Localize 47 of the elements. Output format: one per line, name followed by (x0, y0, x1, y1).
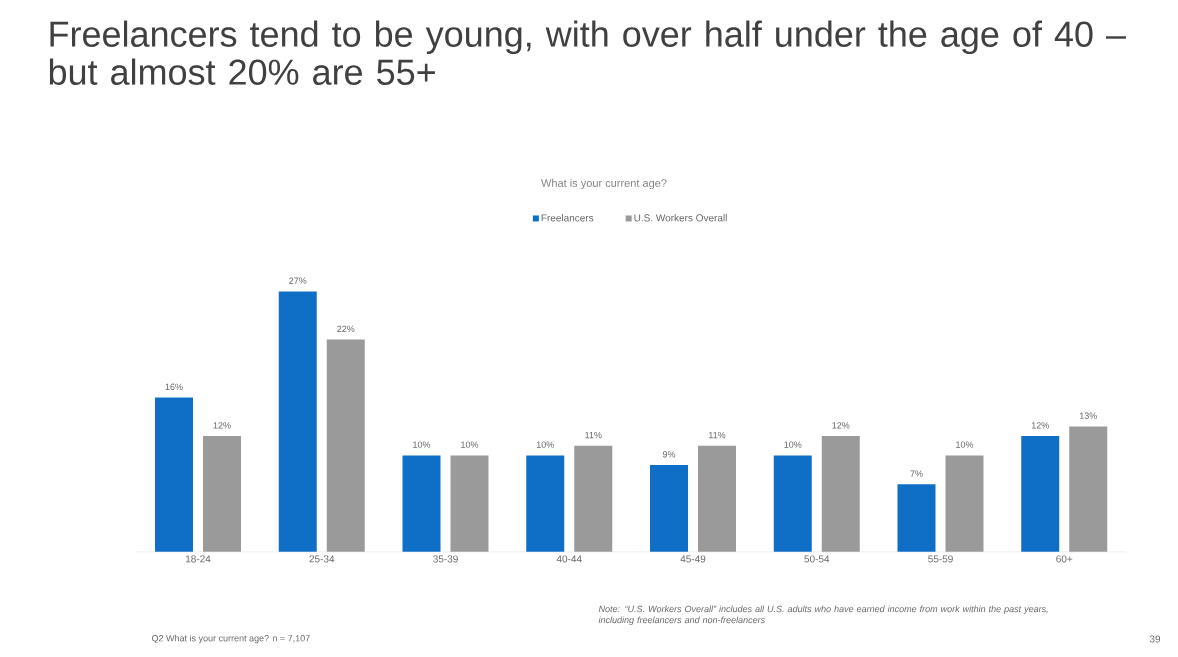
data-label: 16% (165, 383, 183, 390)
bar (698, 445, 736, 552)
data-label: 7% (910, 470, 923, 477)
text: 39 (1149, 635, 1161, 643)
bar (278, 291, 317, 552)
bar (326, 339, 365, 552)
x-tick-label: 45-49 (680, 555, 706, 563)
bar (574, 445, 613, 552)
data-label: 10% (461, 441, 479, 448)
x-tick-label: 18-24 (185, 555, 211, 563)
bar (203, 436, 241, 552)
x-tick-label: 25-34 (309, 555, 335, 563)
bar (897, 484, 936, 552)
data-label: 10% (413, 441, 431, 448)
legend-label: Freelancers (541, 214, 594, 222)
data-label: 10% (956, 441, 974, 448)
bar (402, 455, 441, 552)
bar (650, 465, 688, 552)
bar (821, 436, 860, 552)
x-tick-label: 60+ (1056, 555, 1073, 563)
bar (945, 455, 984, 552)
bar (450, 455, 489, 552)
legend-label: U.S. Workers Overall (634, 214, 727, 222)
bar (526, 455, 565, 552)
bar (155, 397, 193, 552)
data-label: 12% (832, 422, 850, 429)
text: Q2 What is your current age? n = 7,107 (151, 634, 310, 644)
data-label: 13% (1079, 412, 1097, 419)
data-label: 12% (213, 422, 231, 429)
data-label: 11% (709, 431, 726, 439)
data-label: 10% (536, 441, 554, 448)
data-label: 11% (585, 431, 602, 439)
data-label: 10% (784, 441, 802, 448)
data-label: 12% (1031, 422, 1049, 429)
chart-title: Freelancers tend to be young, with over half under the age of 40 – but almost 20% are 55+ (49, 20, 1126, 85)
data-label: 9% (662, 451, 676, 458)
x-tick-label: 35-39 (433, 555, 458, 563)
data-label: 27% (289, 277, 307, 284)
x-tick-label: 40-44 (556, 555, 582, 563)
text: Note: “U.S. Workers Overall” includes all U.S. adults who have earned income from work within the past years, including freelancers and non-freelancers (598, 605, 1048, 625)
data-label: 22% (337, 325, 355, 333)
x-tick-label: 50-54 (804, 555, 830, 563)
bar (773, 455, 812, 552)
chart-subtitle: What is your current age? (541, 178, 667, 190)
bar (1021, 436, 1060, 552)
bar (1069, 426, 1108, 552)
x-tick-label: 55-59 (928, 555, 953, 563)
